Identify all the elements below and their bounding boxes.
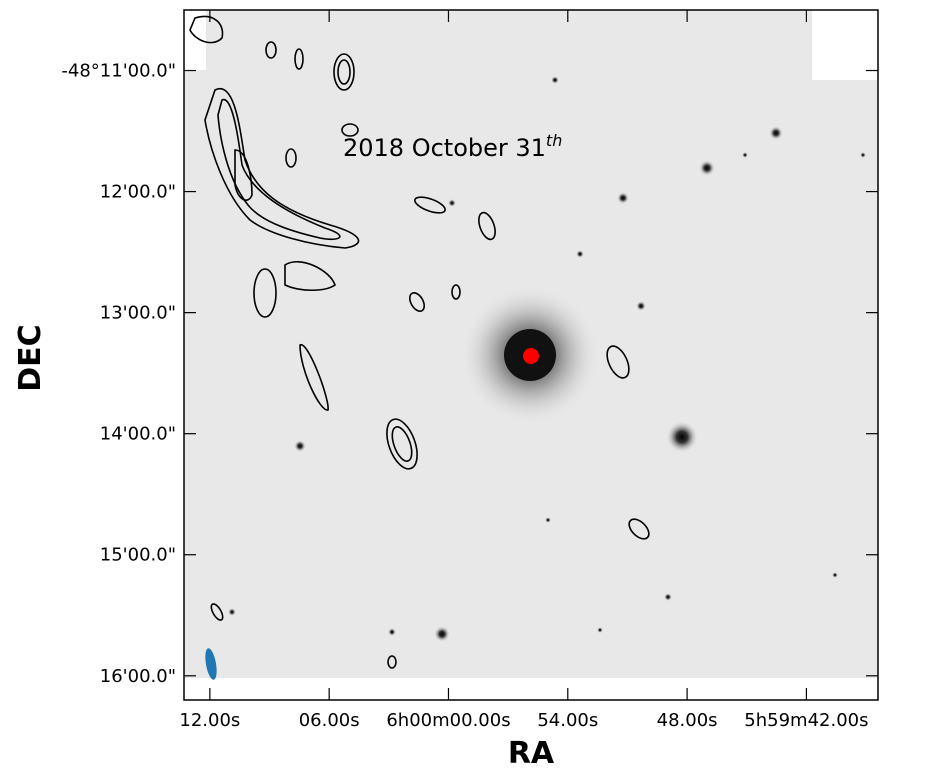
- y-tick-label: 12'00.0": [100, 182, 176, 203]
- y-tick-label: 14'00.0": [100, 424, 176, 445]
- source-marker: [523, 348, 539, 364]
- y-axis-label: DEC: [13, 324, 48, 391]
- x-tick-label: 54.00s: [537, 710, 598, 731]
- x-tick-label: 12.00s: [179, 710, 240, 731]
- x-axis-label: RA: [508, 736, 555, 771]
- x-tick-label: 6h00m00.00s: [386, 710, 510, 731]
- x-tick-label: 48.00s: [657, 710, 718, 731]
- y-tick-label: -48°11'00.0": [61, 61, 176, 82]
- y-tick-label: 13'00.0": [100, 303, 176, 324]
- plot-frame: [183, 9, 879, 701]
- x-tick-label: 06.00s: [299, 710, 360, 731]
- annotation-superscript: th: [546, 131, 562, 150]
- x-tick-label: 5h59m42.00s: [744, 710, 868, 731]
- annotation: 2018 October 31th: [343, 131, 562, 162]
- annotation-text: 2018 October 31: [343, 134, 546, 162]
- y-tick-label: 16'00.0": [100, 666, 176, 687]
- sky-image: [184, 10, 878, 700]
- beam: [205, 648, 217, 680]
- radio-contours: [189, 15, 650, 669]
- y-tick-label: 15'00.0": [100, 545, 176, 566]
